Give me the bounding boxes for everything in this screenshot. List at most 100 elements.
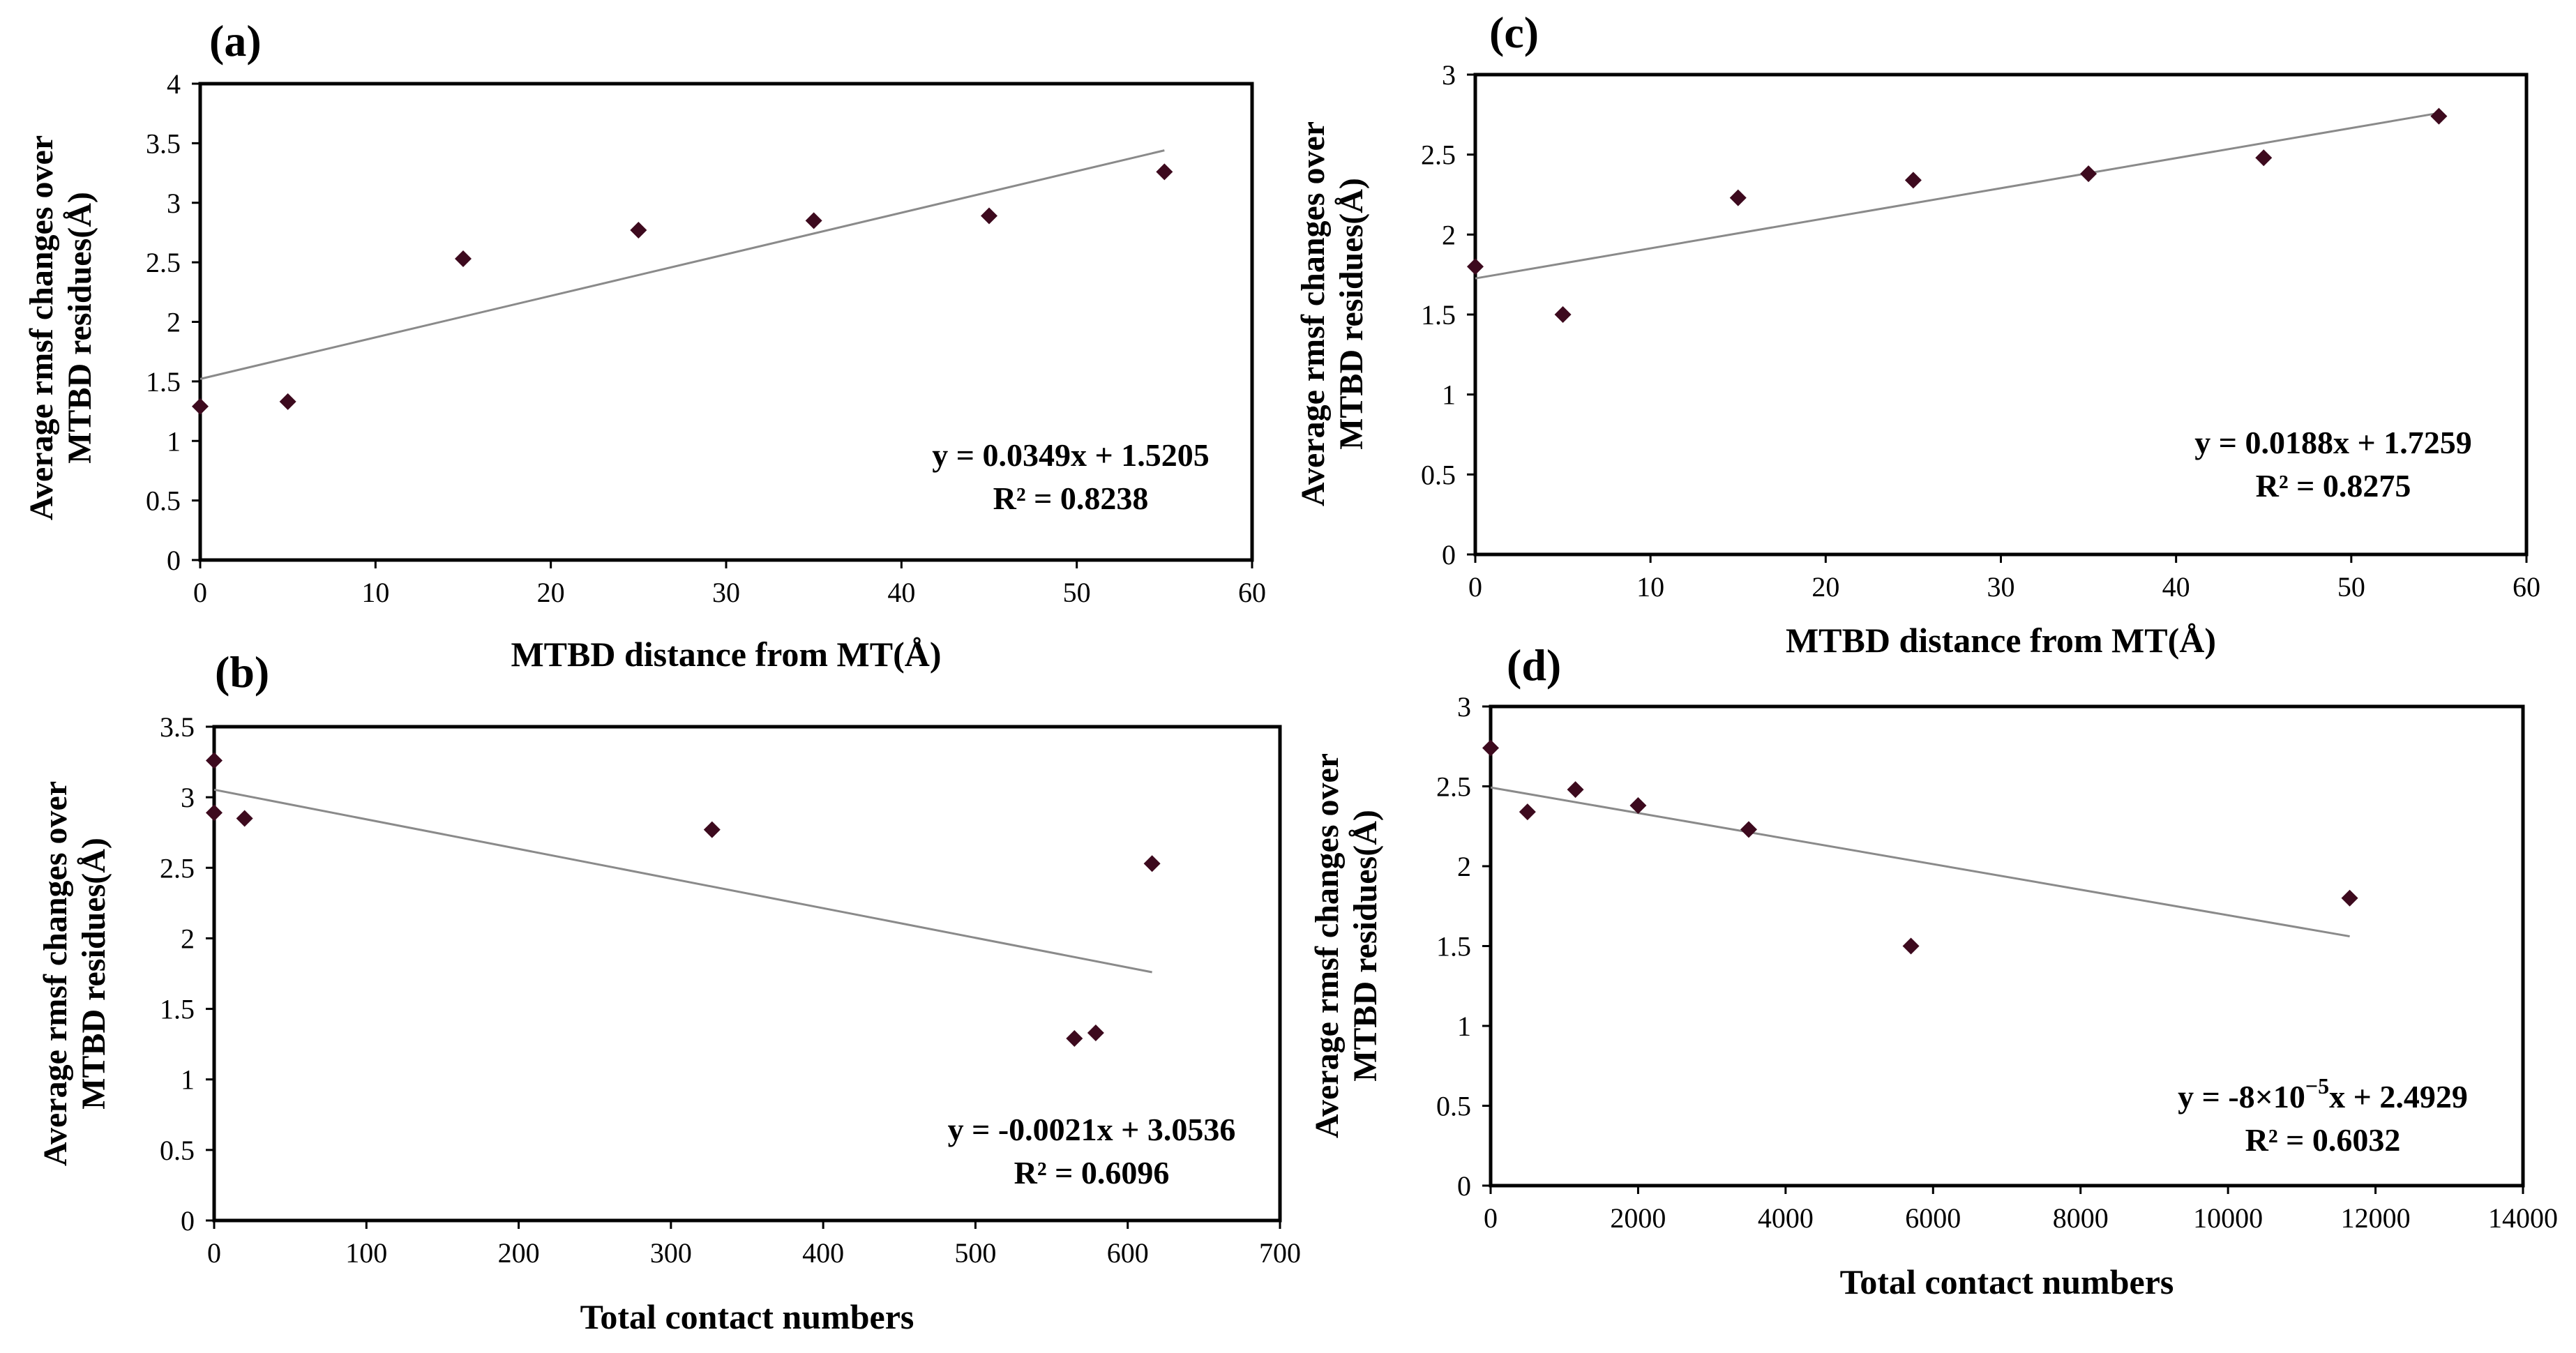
x-tick-label: 40 — [2162, 571, 2190, 603]
data-point — [455, 250, 472, 268]
data-point — [1729, 189, 1747, 206]
data-point — [981, 207, 997, 225]
chart-panel-d: (d) 0 0.5 1 1.5 2 2.5 3 0 2000 4000 6000 8000 10000 12… — [1309, 640, 2558, 1301]
x-tick-label: 10 — [361, 577, 389, 608]
data-point — [1902, 937, 1920, 955]
chart-panel-b: (b) 0 0.5 1 1.5 2 2.5 3 3.5 0 100 200 300 400 500 600 70… — [37, 647, 1301, 1336]
y-tick-label: 3 — [1442, 59, 1456, 91]
y-tick-label: 2.5 — [1421, 139, 1456, 171]
x-tick-label: 300 — [650, 1237, 692, 1269]
data-point — [236, 810, 253, 827]
x-axis-title: Total contact numbers — [1840, 1262, 2174, 1301]
y-tick-label: 2 — [1457, 851, 1471, 882]
x-tick-label: 20 — [1812, 571, 1839, 603]
y-tick-label: 1 — [1457, 1011, 1471, 1042]
y-tick-label: 0.5 — [160, 1135, 195, 1166]
data-point — [1482, 739, 1499, 757]
data-point — [1519, 803, 1536, 821]
x-tick-label: 50 — [1063, 577, 1091, 608]
y-tick-label: 1.5 — [1421, 299, 1456, 331]
data-point — [206, 804, 223, 822]
data-point — [1066, 1030, 1083, 1048]
x-axis-title: MTBD distance from MT(Å) — [1786, 621, 2216, 660]
x-tick-label: 700 — [1259, 1237, 1301, 1269]
x-tick-label: 500 — [954, 1237, 996, 1269]
y-tick-label: 0 — [1457, 1170, 1471, 1202]
data-point — [2255, 149, 2273, 167]
x-axis-title: Total contact numbers — [580, 1297, 914, 1336]
x-tick-label: 30 — [712, 577, 740, 608]
y-tick-label: 3 — [167, 188, 181, 219]
x-tick-label: 0 — [1484, 1202, 1498, 1234]
data-point — [1904, 172, 1922, 189]
r-squared-label: R² = 0.6032 — [2245, 1122, 2401, 1158]
x-tick-label: 10 — [1636, 571, 1664, 603]
x-tick-label: 600 — [1107, 1237, 1149, 1269]
y-axis-title-line: MTBD residues(Å) — [75, 838, 112, 1110]
x-tick-label: 2000 — [1610, 1202, 1666, 1234]
data-point — [1554, 306, 1572, 323]
y-tick-label: 2 — [167, 307, 181, 338]
trendline — [1490, 786, 2350, 938]
r-squared-label: R² = 0.8238 — [993, 481, 1149, 516]
x-tick-label: 400 — [802, 1237, 844, 1269]
r-squared-label: R² = 0.8275 — [2256, 468, 2411, 504]
y-tick-label: 0.5 — [146, 485, 181, 517]
r-squared-label: R² = 0.6096 — [1014, 1155, 1170, 1191]
x-tick-label: 60 — [2513, 571, 2540, 603]
x-tick-label: 50 — [2337, 571, 2365, 603]
x-tick-label: 60 — [1238, 577, 1266, 608]
data-point — [2080, 165, 2097, 183]
regression-equation: y = -8×10−5x + 2.4929 — [2178, 1073, 2468, 1114]
y-tick-label: 1 — [1442, 379, 1456, 411]
y-tick-label: 3.5 — [160, 711, 195, 743]
y-tick-label: 0 — [1442, 539, 1456, 570]
data-point — [279, 393, 296, 410]
data-point — [1567, 781, 1584, 799]
y-tick-label: 0.5 — [1421, 459, 1456, 490]
y-tick-label: 1 — [167, 425, 181, 457]
y-axis-title-line: Average rmsf changes over — [37, 781, 74, 1166]
x-tick-label: 8000 — [2053, 1202, 2109, 1234]
data-point — [1087, 1024, 1104, 1041]
y-tick-label: 2.5 — [146, 247, 181, 278]
x-tick-label: 40 — [887, 577, 915, 608]
y-tick-label: 1.5 — [146, 366, 181, 398]
trendline — [213, 788, 1152, 974]
y-tick-label: 2.5 — [1436, 771, 1471, 803]
data-point — [2341, 889, 2358, 907]
panel-label: (d) — [1507, 640, 1561, 690]
panel-label: (b) — [215, 647, 269, 697]
y-axis-title-line: MTBD residues(Å) — [1333, 178, 1370, 450]
y-tick-label: 1 — [181, 1064, 195, 1096]
regression-equation: y = -0.0021x + 3.0536 — [948, 1112, 1236, 1147]
data-point — [192, 398, 209, 415]
y-tick-label: 2 — [1442, 219, 1456, 250]
x-tick-label: 30 — [1987, 571, 2015, 603]
x-tick-label: 10000 — [2193, 1202, 2263, 1234]
y-tick-label: 3 — [181, 782, 195, 813]
x-tick-label: 6000 — [1905, 1202, 1961, 1234]
y-axis-title-line: MTBD residues(Å) — [1347, 810, 1384, 1082]
y-tick-label: 4 — [167, 68, 181, 100]
y-tick-label: 1.5 — [1436, 931, 1471, 962]
y-axis-title-line: Average rmsf changes over — [1309, 753, 1346, 1138]
trendline — [1475, 112, 2439, 280]
x-tick-label: 12000 — [2341, 1202, 2411, 1234]
x-tick-label: 200 — [498, 1237, 540, 1269]
x-tick-label: 14000 — [2488, 1202, 2558, 1234]
data-point — [206, 752, 223, 769]
y-tick-label: 2 — [181, 923, 195, 954]
data-point — [703, 821, 721, 838]
y-tick-label: 1.5 — [160, 994, 195, 1025]
x-axis-title: MTBD distance from MT(Å) — [511, 635, 941, 674]
regression-equation: y = 0.0188x + 1.7259 — [2194, 425, 2471, 460]
y-tick-label: 3.5 — [146, 128, 181, 159]
x-tick-label: 0 — [1468, 571, 1482, 603]
y-tick-label: 2.5 — [160, 852, 195, 884]
data-point — [1156, 163, 1173, 181]
plot-area-frame — [212, 725, 1282, 1223]
y-axis-title-line: MTBD residues(Å) — [61, 192, 98, 464]
